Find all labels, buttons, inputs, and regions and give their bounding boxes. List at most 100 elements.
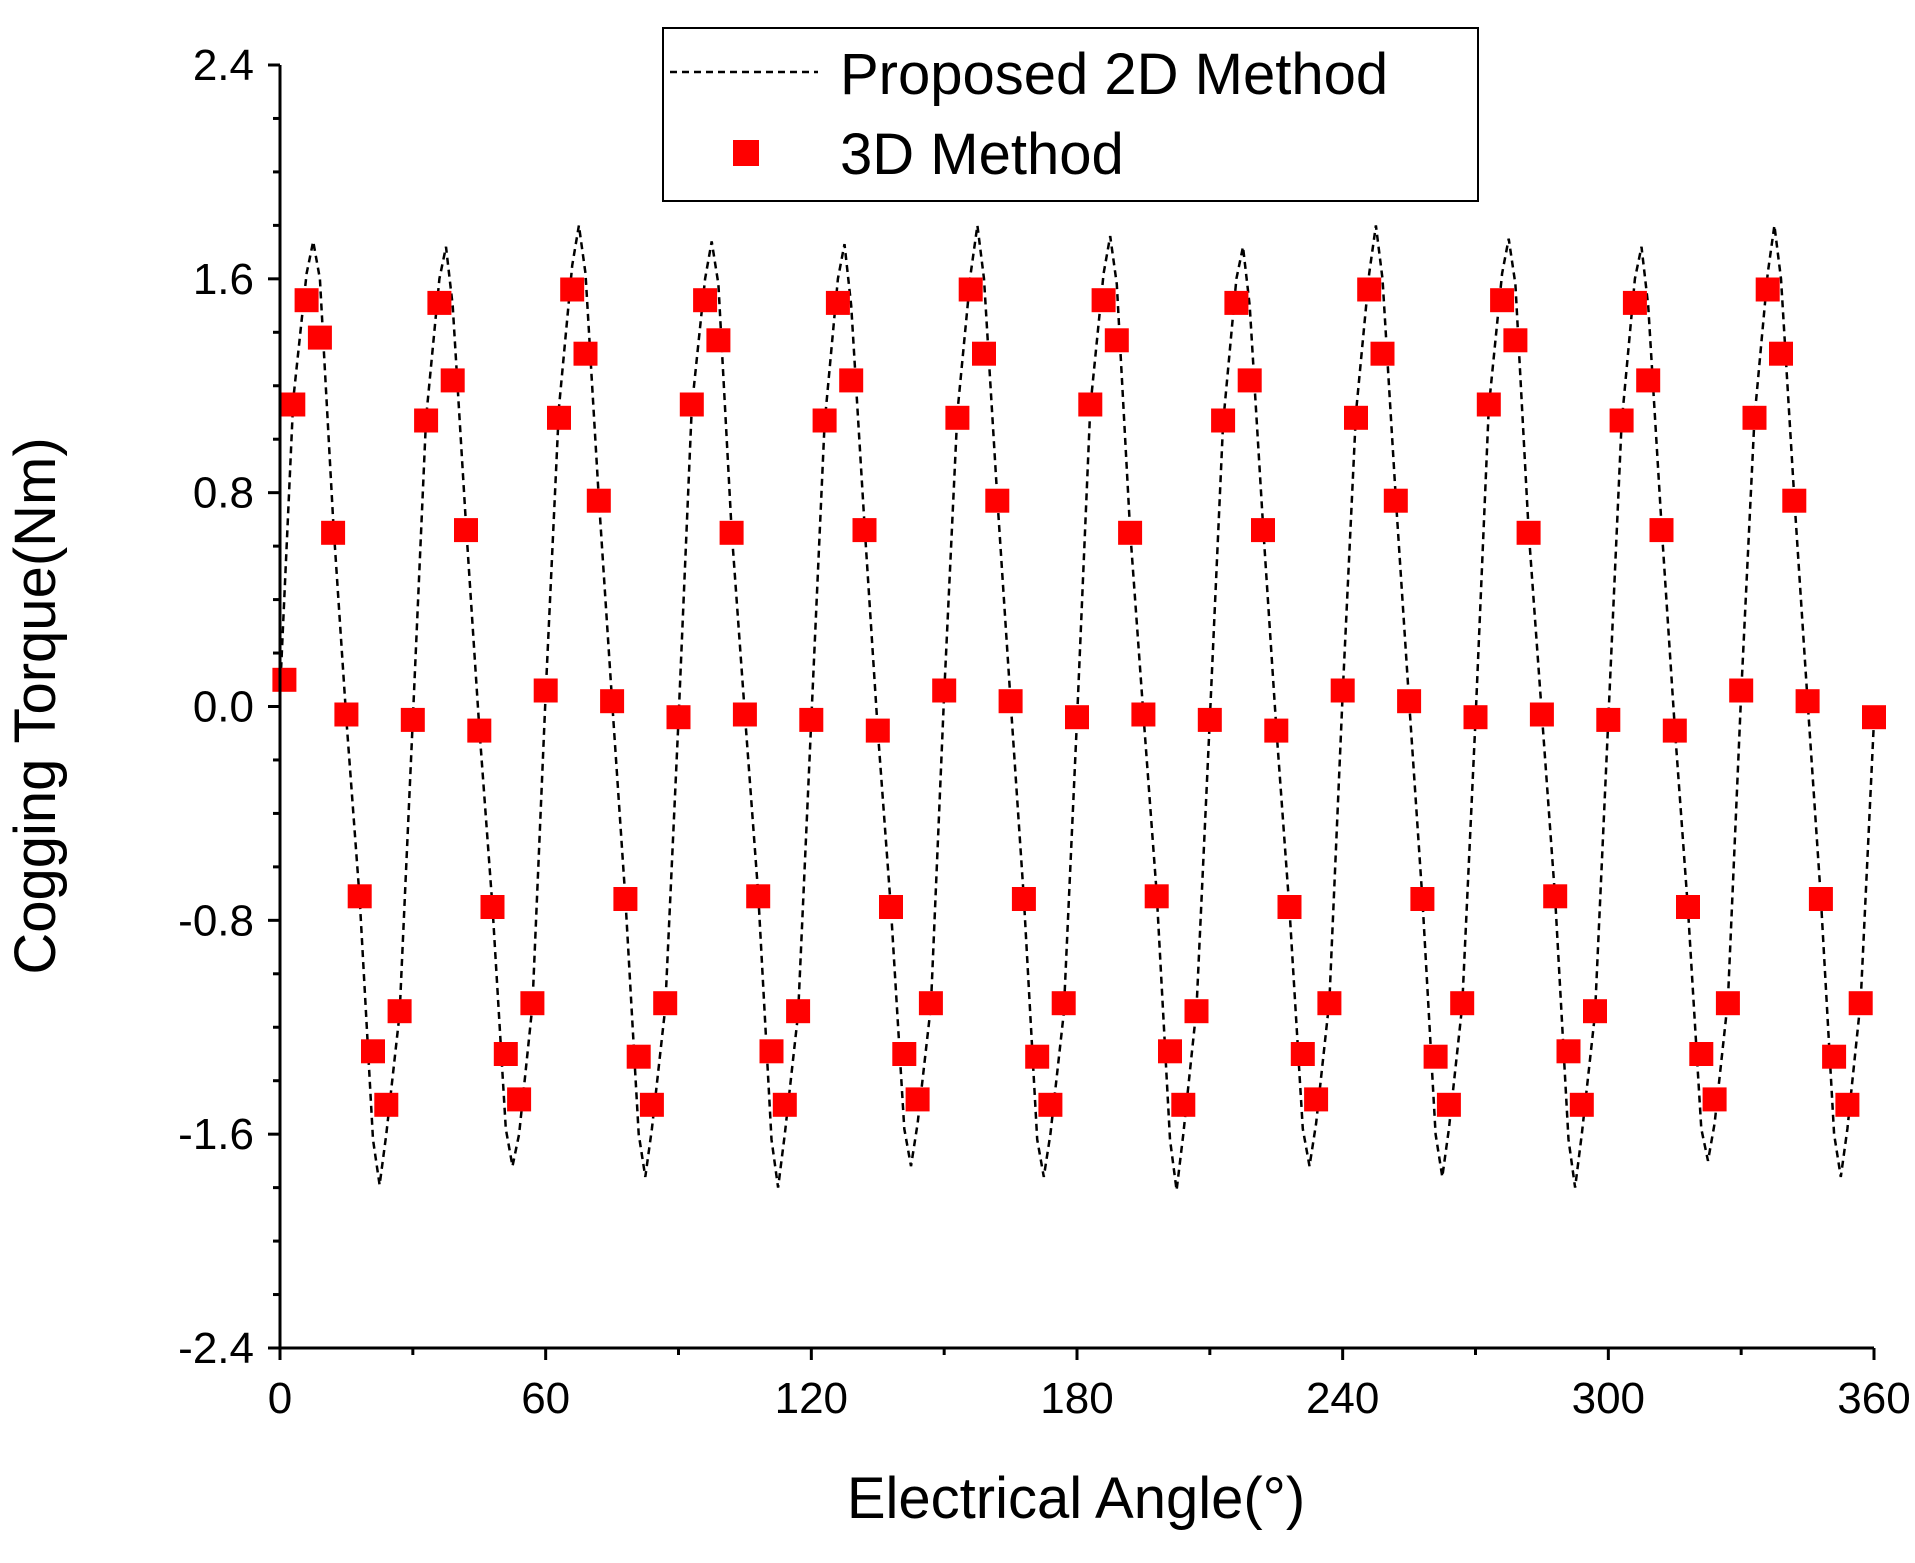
marker-3d-point [547,405,571,430]
marker-3d-point [945,405,970,430]
y-tick-label: -0.8 [178,896,254,945]
marker-3d-point [560,277,585,302]
y-axis-ticks: -2.4 -1.6 -0.8 0.0 0.8 1.6 2.4 [178,41,280,1373]
x-axis-title: Electrical Angle(°) [847,1466,1305,1531]
y-tick-label: -1.6 [178,1110,254,1159]
marker-3d-point [281,392,306,417]
marker-3d-point [1436,1092,1461,1117]
marker-3d-point [1317,991,1342,1016]
marker-3d-point [852,518,877,543]
marker-3d-point [1822,1044,1847,1069]
marker-3d-point [679,392,704,417]
marker-3d-point [1211,408,1236,433]
marker-3d-point [1569,1092,1594,1117]
marker-3d-point [467,718,492,743]
marker-3d-point [1330,678,1355,703]
marker-3d-point [1251,518,1275,543]
legend: Proposed 2D Method 3D Method [662,27,1479,202]
marker-3d-point [507,1087,532,1112]
marker-3d-point [334,702,359,727]
marker-3d-point [1835,1092,1860,1117]
marker-3d-point [693,288,718,313]
x-tick-label: 360 [1837,1374,1910,1423]
marker-3d-point [361,1039,385,1064]
marker-3d-point [839,368,864,393]
marker-3d-point [440,368,465,393]
x-tick-label: 300 [1572,1374,1645,1423]
marker-3d-point [1769,341,1793,366]
marker-3d-point [347,884,372,909]
marker-3d-point [932,678,957,703]
marker-3d-point [1051,991,1076,1016]
y-tick-label: 2.4 [193,41,254,90]
marker-3d-point [1290,1042,1315,1066]
marker-3d-point [1808,887,1833,911]
marker-3d-point [586,488,611,513]
plot-series [272,225,1886,1191]
marker-3d-point [1543,884,1568,909]
marker-3d-point [1689,1042,1714,1066]
marker-3d-point [520,991,545,1016]
marker-3d-point [1131,702,1156,727]
marker-3d-point [1078,392,1103,417]
y-tick-label: 0.8 [193,469,254,518]
marker-3d-point [985,488,1010,513]
marker-3d-point [812,408,837,433]
x-tick-label: 180 [1040,1374,1113,1423]
marker-3d-point [918,991,943,1016]
marker-3d-point [1118,520,1143,545]
x-tick-label: 240 [1306,1374,1379,1423]
marker-3d-point [786,999,811,1024]
marker-3d-point [1755,277,1780,302]
marker-3d-point [972,341,996,366]
marker-3d-point [454,518,478,543]
legend-box [662,27,1479,202]
marker-3d-point [1158,1039,1182,1064]
marker-3d-point [1304,1087,1329,1112]
marker-3d-point [1091,288,1116,313]
y-tick-label: 1.6 [193,255,254,304]
marker-3d-point [1729,678,1754,703]
marker-3d-point [998,689,1023,714]
marker-3d-point [1649,518,1674,543]
marker-3d-point [1357,277,1382,302]
marker-3d-point [719,520,744,545]
marker-3d-point [626,1044,651,1069]
marker-3d-point [427,290,452,315]
marker-3d-point [1795,689,1820,714]
x-tick-label: 120 [775,1374,848,1423]
y-axis-title: Cogging Torque(Nm) [3,437,68,974]
marker-3d-point [746,884,771,909]
marker-3d-point [600,689,625,714]
marker-3d-point [1264,718,1289,743]
marker-3d-point [533,678,558,703]
marker-3d-point [865,718,890,743]
marker-3d-point [1715,991,1740,1016]
marker-3d-point [272,667,297,692]
marker-3d-point [1423,1044,1448,1069]
marker-3d-point [1476,392,1501,417]
legend-label-2d: Proposed 2D Method [840,42,1388,107]
marker-3d-point [1609,408,1634,433]
y-tick-label: -2.4 [178,1324,254,1373]
marker-3d-point [1596,707,1621,732]
marker-3d-point [480,895,505,919]
marker-3d-point [1503,328,1528,353]
marker-3d-point [759,1039,784,1064]
marker-3d-point [958,277,983,302]
marker-3d-point [1702,1087,1727,1112]
marker-3d-point [307,325,332,350]
marker-3d-point [1065,705,1089,730]
marker-3d-point [905,1087,930,1112]
marker-3d-point [1383,488,1408,513]
marker-3d-point [1237,368,1262,393]
marker-3d-point [387,999,412,1024]
marker-3d-point [1025,1044,1050,1069]
marker-3d-point [1529,702,1554,727]
marker-3d-point [1742,405,1767,430]
y-tick-label: 0.0 [193,683,254,732]
marker-3d-point [1516,520,1541,545]
marker-3d-point [414,408,439,433]
marker-3d-point [772,1092,797,1117]
legend-label-3d: 3D Method [840,122,1124,187]
